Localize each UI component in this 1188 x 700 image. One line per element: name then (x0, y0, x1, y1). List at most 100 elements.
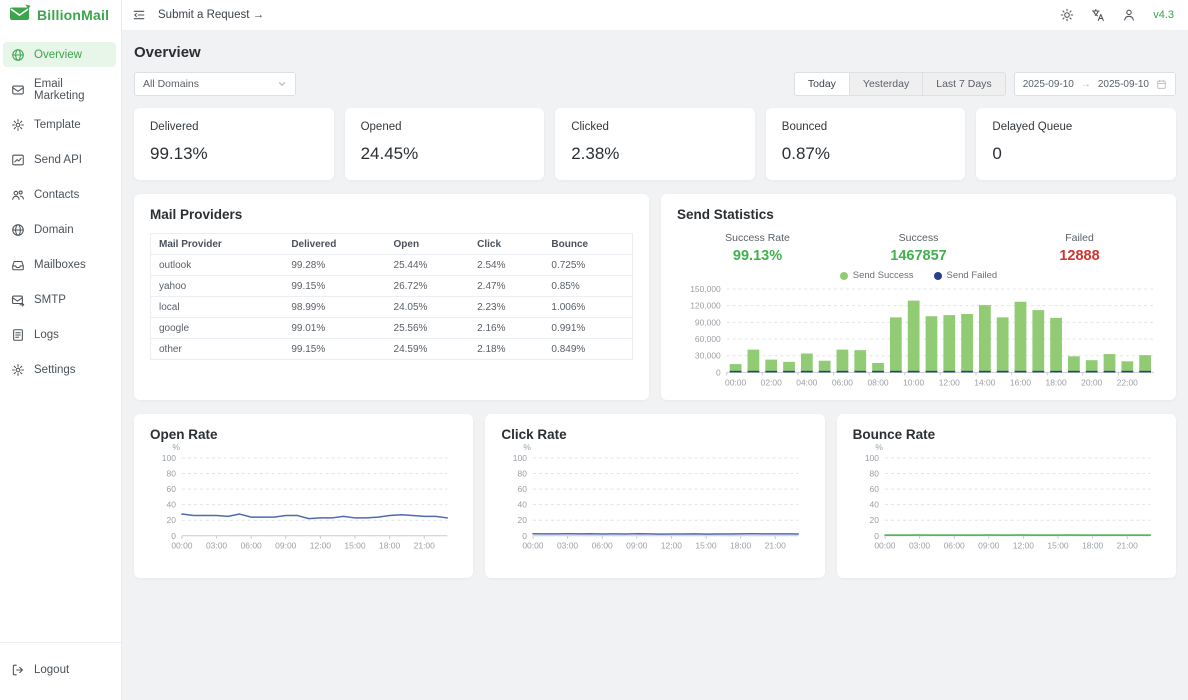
stat-card-label: Bounced (781, 121, 828, 133)
user-icon[interactable] (1122, 8, 1136, 22)
inbox-icon (11, 258, 25, 272)
range-tab-yesterday[interactable]: Yesterday (849, 73, 924, 95)
svg-text:10:00: 10:00 (903, 377, 924, 387)
summary-value: 12888 (1059, 248, 1100, 264)
svg-text:%: % (172, 442, 180, 452)
summary-label: Failed (1065, 232, 1094, 244)
middle-row: Mail Providers Mail Provider Delivered Ope… (134, 194, 1176, 400)
success-stat: Success 1467857 (838, 232, 999, 264)
date-range-picker[interactable]: 2025-09-10 → 2025-09-10 (1013, 72, 1176, 96)
table-cell: 26.72% (385, 275, 470, 297)
logout-icon (11, 663, 25, 677)
svg-text:40: 40 (518, 500, 528, 510)
column-header-open: Open (385, 233, 470, 255)
failed-stat: Failed 12888 (999, 232, 1160, 264)
legend-send-failed[interactable]: Send Failed (933, 270, 998, 281)
mail-send-icon (11, 293, 25, 307)
sidebar-item-label: Mailboxes (34, 258, 86, 271)
summary-label: Success Rate (725, 232, 790, 244)
brand-logo[interactable]: BillionMail (0, 0, 121, 30)
domain-select[interactable]: All Domains (134, 72, 296, 96)
legend-send-success[interactable]: Send Success (839, 270, 914, 281)
sidebar-item-label: Email Marketing (34, 77, 85, 102)
svg-text:80: 80 (167, 469, 177, 479)
sidebar-item-mailboxes[interactable]: Mailboxes (3, 252, 116, 277)
table-cell: 0.849% (543, 338, 633, 360)
sidebar-item-send-api[interactable]: Send API (3, 147, 116, 172)
svg-text:60: 60 (167, 484, 177, 494)
legend-label: Send Success (852, 270, 914, 281)
range-tab-today[interactable]: Today (794, 73, 850, 95)
click-rate-title: Click Rate (501, 427, 567, 442)
svg-text:0: 0 (716, 367, 721, 377)
sidebar-item-contacts[interactable]: Contacts (3, 182, 116, 207)
sidebar-item-logs[interactable]: Logs (3, 322, 116, 347)
svg-text:20: 20 (518, 515, 528, 525)
sidebar-item-overview[interactable]: Overview (3, 42, 116, 67)
sidebar-item-logout[interactable]: Logout (3, 657, 116, 682)
svg-text:09:00: 09:00 (978, 541, 999, 551)
gear-icon (11, 363, 25, 377)
mail-campaign-icon (11, 83, 25, 97)
svg-text:12:00: 12:00 (661, 541, 682, 551)
svg-text:08:00: 08:00 (867, 377, 888, 387)
column-header-delivered: Delivered (283, 233, 386, 255)
stat-card-value: 2.38% (571, 144, 620, 163)
language-icon[interactable] (1091, 8, 1105, 22)
sidebar-item-label: Contacts (34, 188, 80, 201)
sidebar-item-email-marketing[interactable]: Email Marketing (3, 77, 116, 102)
success-rate-stat: Success Rate 99.13% (677, 232, 838, 264)
svg-text:00:00: 00:00 (874, 541, 895, 551)
table-cell: 99.28% (283, 254, 386, 276)
sidebar: BillionMail Overview Email Marketing Templ… (0, 0, 122, 700)
table-cell: 98.99% (283, 296, 386, 318)
legend-label: Send Failed (946, 270, 998, 281)
send-statistics-card: Send Statistics Success Rate 99.13% Succes… (661, 194, 1176, 400)
sidebar-item-template[interactable]: Template (3, 112, 116, 137)
table-row: yahoo 99.15% 26.72% 2.47% 0.85% (150, 275, 633, 297)
column-header-bounce: Bounce (543, 233, 633, 255)
range-tab-last-7-days[interactable]: Last 7 Days (923, 73, 1005, 95)
domain-select-value: All Domains (143, 78, 200, 90)
sidebar-item-smtp[interactable]: SMTP (3, 287, 116, 312)
collapse-sidebar-icon[interactable] (132, 8, 146, 22)
date-to-value[interactable]: 2025-09-10 (1097, 78, 1149, 90)
rate-charts-row: Open Rate % 0 20 40 60 80 100 00:00 03:00 06:00 09… (134, 414, 1176, 578)
svg-text:16:00: 16:00 (1010, 377, 1031, 387)
svg-text:90,000: 90,000 (695, 317, 721, 327)
table-cell: 25.44% (385, 254, 470, 276)
content-column: Submit a Request → v4.3 Overview All Dom (122, 0, 1188, 700)
topbar-actions: v4.3 (1060, 8, 1174, 22)
theme-toggle-icon[interactable] (1060, 8, 1074, 22)
send-statistics-title: Send Statistics (677, 207, 774, 222)
svg-text:%: % (875, 442, 883, 452)
sidebar-item-settings[interactable]: Settings (3, 357, 116, 382)
click-rate-chart: % 0 20 40 60 80 100 00:00 03:00 06:00 09:00 12:00 15… (501, 442, 808, 554)
stat-card-value: 24.45% (360, 144, 419, 163)
submit-request-link[interactable]: Submit a Request → (158, 9, 265, 21)
stat-card-label: Opened (360, 121, 402, 133)
document-icon (11, 328, 25, 342)
table-cell: 24.05% (385, 296, 470, 318)
globe-icon (11, 223, 25, 237)
sidebar-item-domain[interactable]: Domain (3, 217, 116, 242)
summary-value: 1467857 (890, 248, 947, 264)
stat-card-label: Clicked (571, 121, 609, 133)
svg-text:21:00: 21:00 (414, 541, 435, 551)
stat-card-clicked: Clicked 2.38% (555, 108, 755, 180)
stat-card-bounced: Bounced 0.87% (765, 108, 966, 180)
send-statistics-chart: 0 30,000 60,000 90,000 120,000 150,000 00:00 02… (677, 281, 1160, 390)
svg-text:21:00: 21:00 (765, 541, 786, 551)
date-from-value[interactable]: 2025-09-10 (1022, 78, 1074, 90)
svg-text:09:00: 09:00 (275, 541, 296, 551)
svg-text:00:00: 00:00 (725, 377, 746, 387)
svg-text:30,000: 30,000 (695, 351, 721, 361)
svg-text:80: 80 (869, 469, 879, 479)
svg-text:12:00: 12:00 (310, 541, 331, 551)
brand-name: BillionMail (37, 7, 110, 23)
filter-row: All Domains Today Yesterday Last 7 Days 20… (134, 72, 1176, 96)
main-content: Overview All Domains Today Yesterday Last … (122, 30, 1188, 700)
table-cell: 99.15% (283, 275, 386, 297)
table-cell: 2.16% (469, 317, 544, 339)
sidebar-item-label: Send API (34, 153, 82, 166)
